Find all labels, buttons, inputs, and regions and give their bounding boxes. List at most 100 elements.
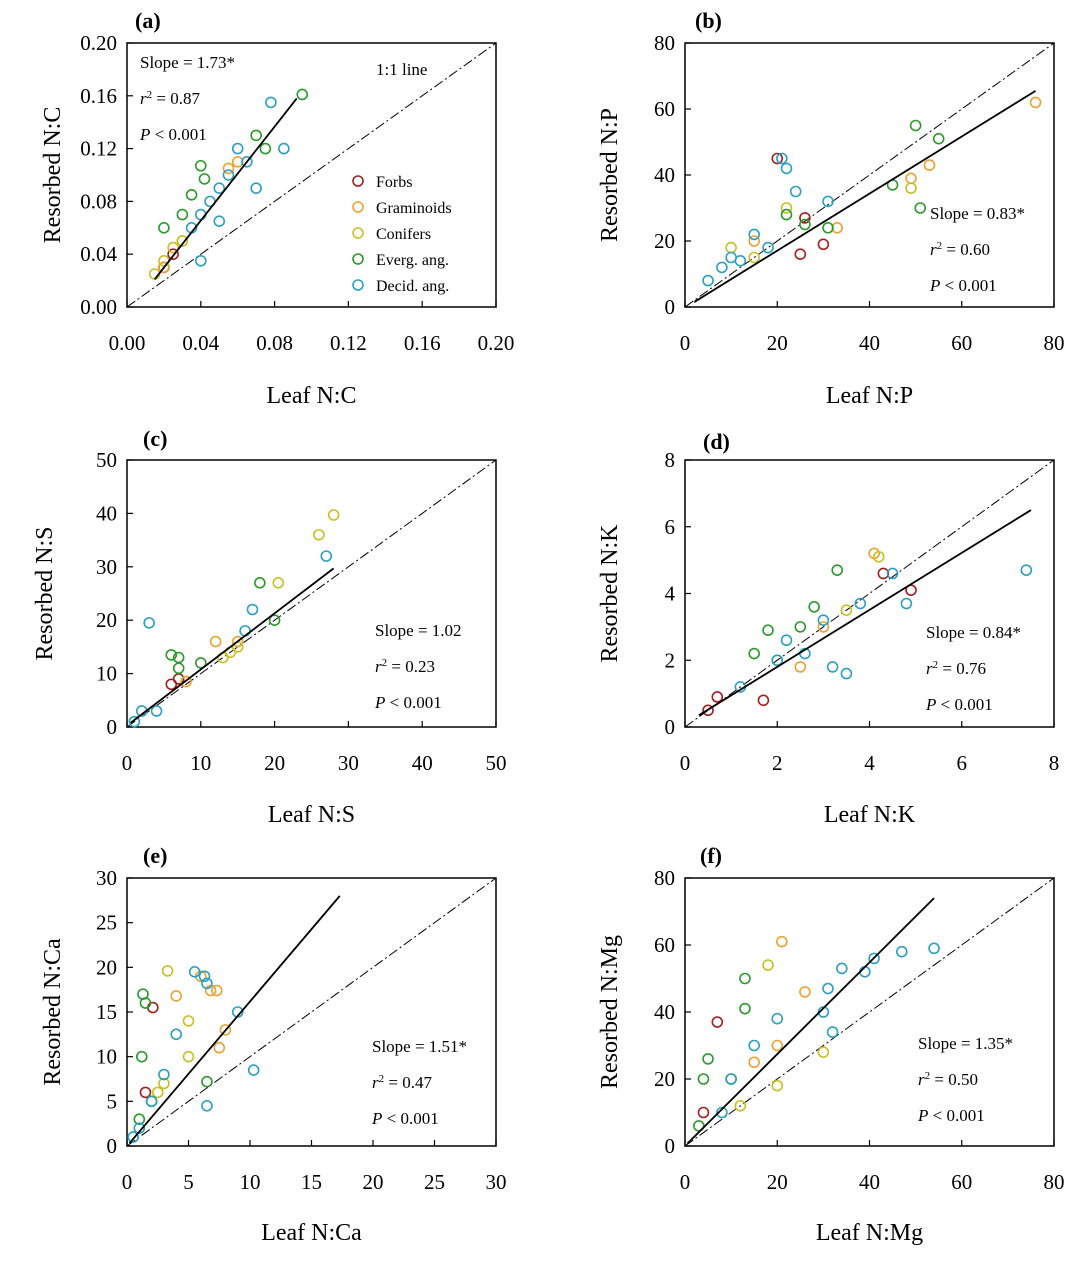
r2-symbol: r [926,659,933,678]
point-conifers [840,604,853,616]
legend-marker [352,227,364,239]
point-decid-ang [239,625,251,637]
p-value-text: P < 0.001 [139,125,207,144]
point-decid-ang [198,970,211,983]
p-value: < 0.001 [940,276,996,295]
point-decid-ang [716,261,728,274]
x-tick-label: 40 [859,1170,880,1194]
y-axis-title: Resorbed N:K [597,524,623,663]
y-tick-label: 20 [96,955,117,979]
r2-exponent: 2 [147,89,153,101]
point-graminoids [158,261,170,274]
point-forbs [165,678,178,691]
point-forbs [711,691,724,703]
one-to-one-line [126,459,497,728]
point-forbs [757,694,770,707]
point-graminoids [180,675,192,688]
legend-label: Forbs [376,174,412,191]
x-tick-label: 40 [859,331,880,355]
point-everg-ang [198,173,211,185]
legend-label: Graminoids [376,200,452,217]
p-value-text: P < 0.001 [925,695,993,714]
point-decid-ang [320,550,333,562]
point-decid-ang [241,156,253,168]
p-symbol: P [371,1109,382,1128]
point-decid-ang [762,241,774,254]
point-graminoids [209,635,222,648]
y-tick-label: 10 [96,1045,117,1069]
point-everg-ang [268,614,281,627]
point-graminoids [231,635,244,648]
panel-f: 0 20 40 60 80 0 20 40 60 80 Leaf N:Mg Resorbed N:Mg… [597,843,1065,1246]
p-value-text: P < 0.001 [371,1109,439,1128]
x-tick-label: 60 [951,331,972,355]
x-tick-label: 0.12 [330,331,367,355]
point-everg-ang [762,624,774,637]
x-tick-label: 0.00 [109,331,146,355]
y-tick-label: 6 [665,515,676,539]
y-tick-label: 40 [96,501,117,525]
point-everg-ang [176,208,189,221]
point-decid-ang [840,667,853,680]
point-everg-ang [702,1053,714,1065]
p-symbol: P [139,125,150,144]
point-everg-ang [296,88,309,101]
x-tick-label: 0.20 [478,331,515,355]
point-decid-ang [789,185,802,198]
point-decid-ang [702,274,714,287]
one-to-one-line [684,42,1055,308]
point-everg-ang [697,1073,710,1085]
point-decid-ang [822,195,834,208]
y-tick-label: 60 [654,933,675,957]
point-everg-ang [158,222,170,234]
point-decid-ang [247,1064,260,1076]
point-decid-ang [748,228,760,241]
point-conifers [872,550,885,563]
point-forbs [139,1086,152,1099]
y-tick-label: 25 [96,911,117,935]
r2-value: = 0.23 [387,657,435,676]
point-conifers [167,241,179,254]
point-decid-ang [127,1131,139,1143]
x-tick-label: 50 [486,751,507,775]
point-decid-ang [748,1039,760,1052]
point-graminoids [1029,96,1042,109]
point-decid-ang [854,597,867,610]
one-to-one-line [126,877,497,1147]
legend-marker [352,201,364,213]
point-everg-ang [693,1120,705,1132]
x-tick-label: 30 [338,751,359,775]
point-decid-ang [900,597,913,610]
point-everg-ang [165,649,178,661]
r2-exponent: 2 [933,659,939,671]
point-everg-ang [739,1002,751,1015]
r2-exponent: 2 [937,240,943,252]
point-decid-ang [780,162,793,175]
p-value: < 0.001 [150,125,206,144]
x-tick-label: 8 [1049,751,1060,775]
x-tick-label: 4 [864,751,875,775]
x-tick-label: 20 [264,751,285,775]
point-decid-ang [150,705,163,717]
panel-label: (a) [135,8,161,33]
slope-text: Slope = 1.73* [140,53,235,72]
y-tick-label: 40 [654,1000,675,1024]
legend-label: Conifers [376,226,431,243]
legend-marker [352,175,364,187]
legend-marker [352,279,364,291]
slope-text: Slope = 0.84* [926,623,1021,642]
point-forbs [771,152,784,165]
plot-frame [126,459,497,728]
point-decid-ang [895,945,908,958]
y-axis-title: Resorbed N:Mg [597,935,623,1089]
p-value: < 0.001 [382,1109,438,1128]
x-tick-label: 2 [772,751,783,775]
p-symbol: P [917,1106,928,1125]
p-symbol: P [929,276,940,295]
point-graminoids [170,990,182,1002]
x-axis-title: Leaf N:Mg [816,1220,923,1246]
point-everg-ang [135,1050,148,1063]
point-conifers [182,1015,195,1027]
point-decid-ang [201,1100,213,1112]
r2-value: = 0.87 [152,89,200,108]
